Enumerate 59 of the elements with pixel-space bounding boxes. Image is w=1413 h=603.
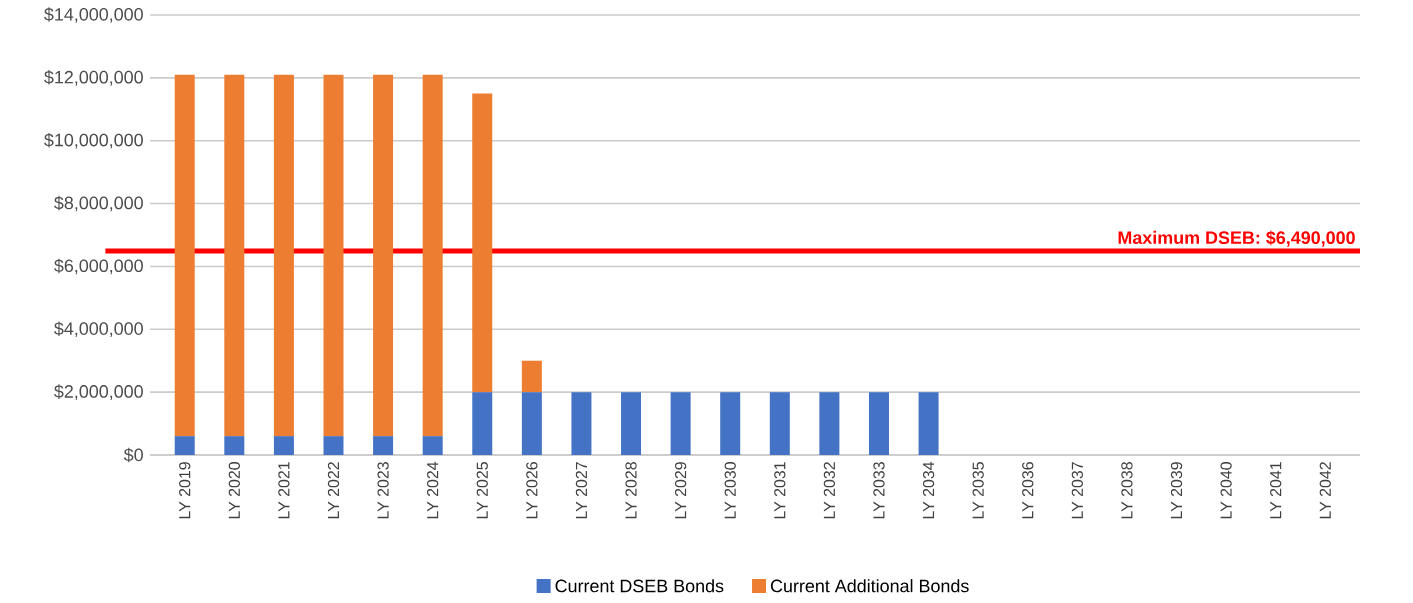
bar <box>472 392 493 456</box>
x-tick-label: LY 2028 <box>625 462 637 519</box>
x-tick-label: LY 2038 <box>1121 462 1133 519</box>
bar <box>621 392 642 456</box>
x-tick-label: LY 2026 <box>526 462 538 519</box>
bar <box>224 74 245 437</box>
x-tick-label: LY 2037 <box>1071 462 1083 519</box>
x-tick-label: LY 2025 <box>476 462 488 519</box>
x-tick-label: LY 2033 <box>873 462 885 519</box>
y-tick-label: $8,000,000 <box>54 195 143 212</box>
bar <box>273 436 294 456</box>
bar <box>521 360 542 393</box>
x-tick-label: LY 2024 <box>427 461 439 519</box>
x-tick-label: LY 2042 <box>1319 462 1331 519</box>
x-tick-label: LY 2035 <box>972 462 984 519</box>
x-tick-label: LY 2036 <box>1022 462 1034 519</box>
x-tick-label: LY 2040 <box>1220 462 1232 519</box>
bar <box>769 392 790 456</box>
bar <box>472 93 493 393</box>
x-tick-label: LY 2023 <box>377 462 389 519</box>
bar <box>720 392 741 456</box>
y-tick-label: $12,000,000 <box>44 70 143 86</box>
bar <box>868 392 889 456</box>
x-tick-label: LY 2041 <box>1270 462 1282 519</box>
x-tick-label: LY 2032 <box>823 462 836 519</box>
ref-line-label: Maximum DSEB: $6,490,000 <box>1118 230 1355 247</box>
bar <box>174 436 195 456</box>
y-tick-label: $6,000,000 <box>54 258 143 275</box>
y-tick-label: $10,000,000 <box>44 133 143 149</box>
x-tick-label: LY 2022 <box>327 462 340 519</box>
bar <box>571 392 592 456</box>
bar <box>174 74 195 437</box>
y-tick-label: $4,000,000 <box>54 321 143 338</box>
bar <box>918 392 939 456</box>
x-tick-label: LY 2034 <box>922 461 935 519</box>
x-tick-label: LY 2019 <box>179 462 191 519</box>
bar <box>422 74 443 437</box>
x-tick-label: LY 2031 <box>774 462 786 519</box>
x-tick-label: LY 2030 <box>724 462 736 519</box>
x-tick-label: LY 2021 <box>278 462 290 519</box>
bar <box>224 436 245 456</box>
x-tick-label: LY 2020 <box>228 462 240 519</box>
bar <box>273 74 294 437</box>
bar <box>323 74 344 437</box>
bar <box>373 436 394 456</box>
bar <box>819 392 840 456</box>
legend-label: Current DSEB Bonds <box>555 579 724 593</box>
y-tick-label: $14,000,000 <box>44 7 143 23</box>
y-tick-label: $0 <box>123 447 143 463</box>
x-tick-label: LY 2029 <box>674 462 687 519</box>
x-tick-label: LY 2039 <box>1170 462 1183 519</box>
bar <box>422 436 443 456</box>
bar <box>373 74 394 437</box>
bar <box>323 436 344 456</box>
legend-label: Current Additional Bonds <box>770 579 969 593</box>
bar <box>670 392 691 456</box>
x-tick-label: LY 2027 <box>575 462 588 519</box>
bar <box>521 392 542 456</box>
y-tick-label: $2,000,000 <box>54 384 143 401</box>
